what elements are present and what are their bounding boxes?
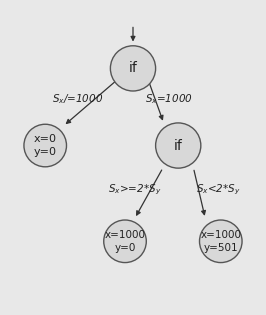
Text: if: if: [128, 61, 138, 75]
Text: $S_x$>=2*S$_y$: $S_x$>=2*S$_y$: [108, 182, 161, 197]
Text: $S_x$/=1000: $S_x$/=1000: [52, 93, 103, 106]
Text: x=1000
y=0: x=1000 y=0: [105, 230, 146, 253]
Circle shape: [104, 220, 146, 263]
Text: $S_x$=1000: $S_x$=1000: [145, 93, 193, 106]
Circle shape: [24, 124, 66, 167]
Text: $S_x$<2*S$_y$: $S_x$<2*S$_y$: [196, 182, 240, 197]
Circle shape: [156, 123, 201, 168]
Text: if: if: [174, 139, 183, 152]
Text: x=0
y=0: x=0 y=0: [34, 134, 57, 157]
Text: x=1000
y=501: x=1000 y=501: [200, 230, 241, 253]
Circle shape: [110, 46, 156, 91]
Circle shape: [200, 220, 242, 263]
